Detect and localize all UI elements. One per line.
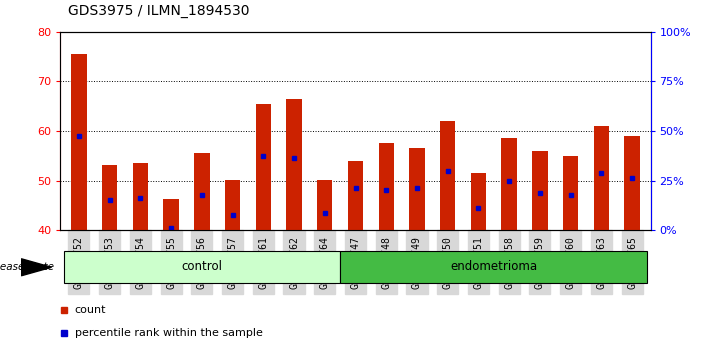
Bar bbox=[225, 179, 240, 230]
Bar bbox=[594, 126, 609, 230]
Text: percentile rank within the sample: percentile rank within the sample bbox=[75, 328, 262, 338]
Text: control: control bbox=[181, 260, 223, 273]
Polygon shape bbox=[21, 259, 52, 276]
Bar bbox=[533, 151, 547, 230]
Bar bbox=[133, 163, 148, 230]
Bar bbox=[563, 156, 578, 230]
Bar bbox=[440, 121, 455, 230]
Bar bbox=[378, 143, 394, 230]
Bar bbox=[317, 179, 333, 230]
FancyBboxPatch shape bbox=[340, 251, 648, 283]
FancyBboxPatch shape bbox=[63, 251, 340, 283]
Bar bbox=[501, 138, 517, 230]
Bar bbox=[348, 161, 363, 230]
Bar bbox=[471, 173, 486, 230]
Text: disease state: disease state bbox=[0, 262, 57, 272]
Text: GDS3975 / ILMN_1894530: GDS3975 / ILMN_1894530 bbox=[68, 4, 249, 18]
Bar bbox=[287, 99, 301, 230]
Bar bbox=[71, 54, 87, 230]
Bar bbox=[102, 165, 117, 230]
Bar bbox=[624, 136, 640, 230]
Text: endometrioma: endometrioma bbox=[450, 260, 538, 273]
Bar bbox=[256, 104, 271, 230]
Text: count: count bbox=[75, 305, 106, 315]
Bar bbox=[164, 199, 178, 230]
Bar bbox=[194, 153, 210, 230]
Bar bbox=[410, 148, 424, 230]
